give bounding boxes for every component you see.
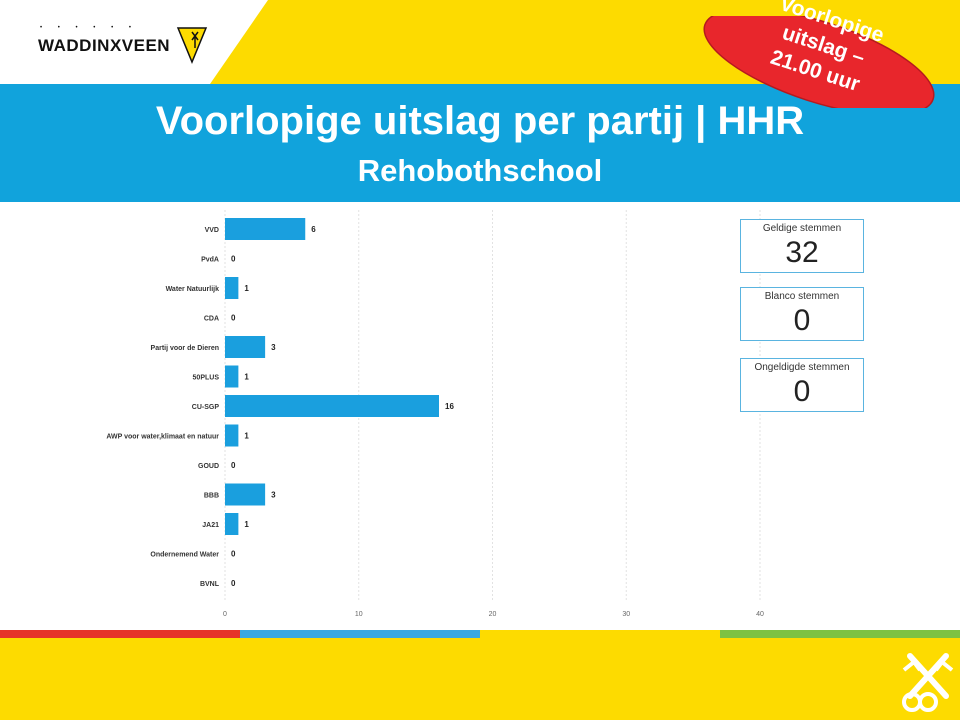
title-banner bbox=[0, 84, 960, 202]
bar bbox=[225, 365, 239, 388]
logo-flag-icon bbox=[176, 27, 208, 64]
bar bbox=[225, 424, 239, 447]
bar bbox=[225, 218, 306, 240]
data-label: 6 bbox=[311, 225, 316, 234]
bar bbox=[225, 395, 439, 417]
bar bbox=[225, 336, 266, 358]
data-label: 0 bbox=[231, 255, 236, 264]
page-title: Voorlopige uitslag per partij | HHR bbox=[155, 99, 805, 143]
kpi-invalid-votes-value: 0 bbox=[793, 375, 811, 408]
kpi-valid-votes-value: 32 bbox=[785, 236, 819, 269]
x-tick-label: 40 bbox=[756, 611, 764, 618]
page-subtitle: Rehobothschool bbox=[357, 153, 603, 188]
category-label: Water Natuurlijk bbox=[166, 286, 220, 293]
data-label: 1 bbox=[244, 432, 249, 441]
bar bbox=[225, 513, 239, 535]
color-stripes bbox=[0, 630, 960, 638]
category-label: BVNL bbox=[200, 581, 220, 588]
data-label: 3 bbox=[271, 491, 276, 500]
logo: • • • • • • WADDINXVEEN bbox=[0, 0, 960, 84]
bar bbox=[225, 277, 239, 299]
category-label: Ondernemend Water bbox=[150, 552, 219, 559]
category-label: VVD bbox=[205, 227, 219, 234]
keys-emblem-icon bbox=[902, 653, 954, 712]
preliminary-badge bbox=[703, 16, 935, 108]
data-label: 0 bbox=[231, 579, 236, 588]
x-tick-label: 0 bbox=[223, 611, 227, 618]
category-label: GOUD bbox=[198, 463, 219, 470]
category-label: 50PLUS bbox=[193, 375, 220, 382]
kpi-blank-votes-label: Blanco stemmen bbox=[764, 291, 840, 302]
category-label: Partij voor de Dieren bbox=[151, 345, 219, 352]
kpi-invalid-votes-label: Ongeldigde stemmen bbox=[754, 362, 850, 373]
footer-background bbox=[0, 638, 960, 720]
data-label: 1 bbox=[244, 373, 249, 382]
kpi-invalid-votes: Ongeldigde stemmen 0 bbox=[740, 358, 864, 412]
category-label: AWP voor water,klimaat en natuur bbox=[106, 434, 219, 441]
category-label: JA21 bbox=[202, 522, 219, 529]
data-label: 3 bbox=[271, 343, 276, 352]
data-label: 16 bbox=[445, 402, 454, 411]
bar bbox=[225, 483, 266, 506]
x-tick-label: 20 bbox=[489, 611, 497, 618]
kpi-valid-votes: Geldige stemmen 32 bbox=[740, 219, 864, 273]
category-label: CDA bbox=[204, 316, 219, 323]
data-label: 0 bbox=[231, 550, 236, 559]
data-label: 0 bbox=[231, 314, 236, 323]
category-label: BBB bbox=[204, 493, 219, 500]
category-label: PvdA bbox=[201, 257, 219, 264]
data-label: 1 bbox=[244, 284, 249, 293]
category-label: CU-SGP bbox=[192, 404, 220, 411]
logo-dots: • • • • • • bbox=[40, 25, 138, 31]
data-label: 0 bbox=[231, 461, 236, 470]
kpi-valid-votes-label: Geldige stemmen bbox=[762, 223, 842, 234]
x-tick-label: 10 bbox=[355, 611, 363, 618]
kpi-blank-votes: Blanco stemmen 0 bbox=[740, 287, 864, 341]
kpi-blank-votes-value: 0 bbox=[793, 304, 811, 337]
data-label: 1 bbox=[244, 520, 249, 529]
x-tick-label: 30 bbox=[622, 611, 630, 618]
logo-text: WADDINXVEEN bbox=[38, 36, 171, 55]
